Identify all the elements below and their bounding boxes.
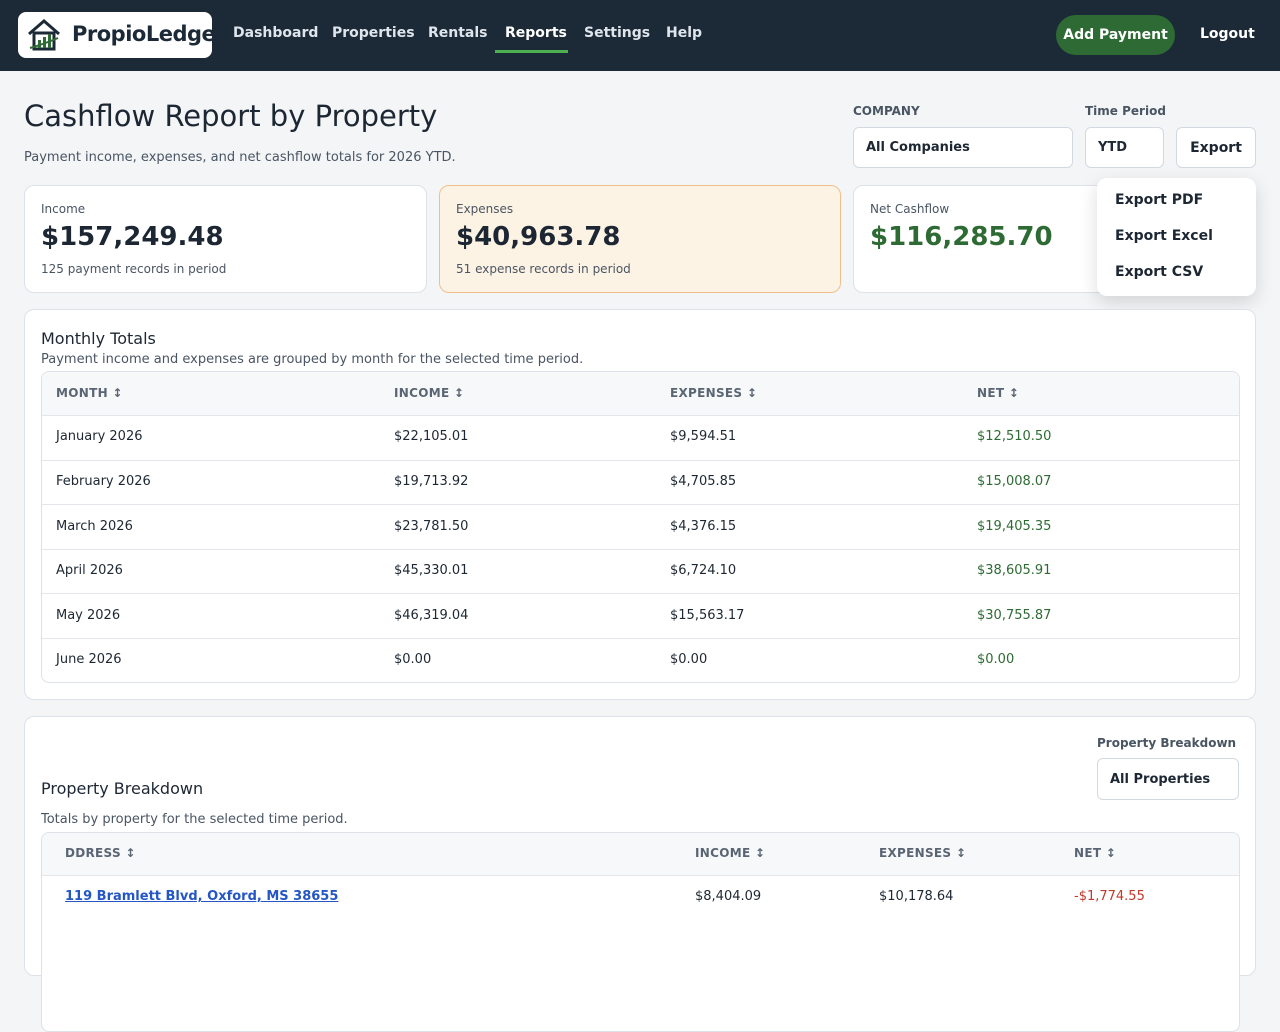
section-title: Monthly Totals: [41, 329, 156, 348]
card-value: $157,249.48: [41, 222, 224, 252]
section-title: Property Breakdown: [41, 779, 204, 798]
add-payment-button[interactable]: Add Payment: [1056, 15, 1175, 55]
logo[interactable]: PropioLedger: [18, 12, 226, 58]
summary-card: Income $157,249.48 125 payment records in …: [24, 185, 427, 293]
table-cell: $45,330.01: [394, 563, 469, 579]
table-cell: $19,405.35: [977, 518, 1052, 534]
column-header[interactable]: INCOME ↕: [695, 846, 766, 860]
row-divider: [42, 415, 1239, 416]
card-label: Net Cashflow: [870, 202, 950, 216]
breakdown-panel: Property Breakdown All Properties Proper…: [24, 716, 1256, 1032]
section-subtitle: Totals by property for the selected time…: [41, 812, 348, 827]
monthly-table: MONTH ↕ INCOME ↕ EXPENSES ↕ NET ↕ January 20…: [41, 371, 1240, 683]
page-title: Cashflow Report by Property: [24, 99, 438, 133]
table-cell: $4,376.15: [670, 518, 737, 534]
table-cell: $23,781.50: [394, 518, 469, 534]
table-cell: $6,724.10: [670, 563, 737, 579]
row-divider: [42, 548, 1239, 550]
summary-card: Expenses $40,963.78 51 expense records in …: [439, 185, 841, 293]
table-cell: $15,008.07: [977, 473, 1052, 489]
table-cell: $0.00: [670, 652, 708, 668]
brand: PropioLedger: [72, 22, 226, 46]
table-cell: $10,178.64: [879, 889, 954, 904]
export-option[interactable]: Export PDF: [1115, 192, 1204, 208]
table-cell: $4,705.85: [670, 473, 737, 489]
page-subtitle: Payment income, expenses, and net cashfl…: [24, 150, 456, 165]
nav-link[interactable]: Help: [666, 25, 703, 41]
table-cell: April 2026: [56, 563, 123, 579]
company-label: COMPANY: [853, 104, 920, 118]
table-cell: $12,510.50: [977, 429, 1052, 445]
table-cell: May 2026: [56, 607, 121, 623]
card-value: $116,285.70: [870, 222, 1053, 252]
section-subtitle: Payment income and expenses are grouped …: [41, 352, 584, 367]
nav-link[interactable]: Reports: [505, 25, 567, 41]
column-header[interactable]: EXPENSES ↕: [670, 385, 758, 400]
table-header: [42, 833, 1239, 875]
row-divider: [42, 593, 1239, 595]
table-cell: $9,594.51: [670, 429, 737, 445]
nav-link[interactable]: Settings: [584, 25, 651, 41]
period-select[interactable]: YTD: [1085, 127, 1164, 168]
export-button[interactable]: Export: [1176, 127, 1256, 168]
card-label: Income: [41, 202, 86, 216]
table-cell: January 2026: [56, 429, 143, 445]
table-cell: $22,105.01: [394, 429, 469, 445]
column-header[interactable]: NET ↕: [977, 385, 1020, 400]
table-cell: $30,755.87: [977, 607, 1052, 623]
export-option[interactable]: Export Excel: [1115, 228, 1213, 244]
table-cell: $15,563.17: [670, 607, 745, 623]
table-cell: -$1,774.55: [1074, 889, 1145, 904]
property-link[interactable]: 119 Bramlett Blvd, Oxford, MS 38655: [65, 889, 339, 904]
logo-icon: [28, 19, 60, 51]
row-divider: [42, 875, 1239, 876]
logout-link[interactable]: Logout: [1200, 26, 1255, 42]
table-cell: February 2026: [56, 473, 151, 489]
table-header: [42, 372, 1239, 415]
period-label: Time Period: [1085, 104, 1166, 118]
property-filter-label: Property Breakdown: [1097, 736, 1237, 750]
column-header[interactable]: INCOME ↕: [394, 385, 465, 400]
column-header[interactable]: NET ↕: [1074, 846, 1117, 860]
nav-link[interactable]: Rentals: [428, 25, 488, 41]
table-cell: $8,404.09: [695, 889, 762, 904]
card-note: 51 expense records in period: [456, 262, 631, 276]
column-header[interactable]: DDRESS ↕: [65, 846, 136, 860]
top-nav: PropioLedger Dashboard Properties Rentals R…: [0, 0, 1280, 71]
table-cell: $19,713.92: [394, 473, 469, 489]
company-select[interactable]: All Companies: [853, 127, 1073, 168]
row-divider: [42, 459, 1239, 461]
table-cell: $38,605.91: [977, 563, 1052, 579]
export-option[interactable]: Export CSV: [1115, 264, 1204, 280]
active-indicator: [495, 50, 568, 53]
table-cell: $0.00: [977, 652, 1015, 668]
export-menu: Export PDF Export Excel Export CSV: [1097, 178, 1256, 296]
card-label: Expenses: [456, 202, 514, 216]
breakdown-table: DDRESS ↕ INCOME ↕ EXPENSES ↕ NET ↕ 119 Braml…: [41, 832, 1240, 1032]
column-header[interactable]: MONTH ↕: [56, 385, 123, 400]
nav-link[interactable]: Properties: [332, 25, 415, 41]
column-header[interactable]: EXPENSES ↕: [879, 846, 967, 860]
monthly-panel: Monthly Totals Payment income and expens…: [24, 309, 1256, 700]
table-cell: June 2026: [56, 652, 122, 668]
row-divider: [42, 504, 1239, 506]
card-value: $40,963.78: [456, 222, 621, 252]
table-cell: $0.00: [394, 652, 432, 668]
table-cell: March 2026: [56, 518, 133, 534]
row-divider: [42, 638, 1239, 639]
nav-link[interactable]: Dashboard: [233, 25, 319, 41]
table-cell: $46,319.04: [394, 607, 469, 623]
property-select[interactable]: All Properties: [1097, 758, 1239, 800]
card-note: 125 payment records in period: [41, 262, 227, 276]
